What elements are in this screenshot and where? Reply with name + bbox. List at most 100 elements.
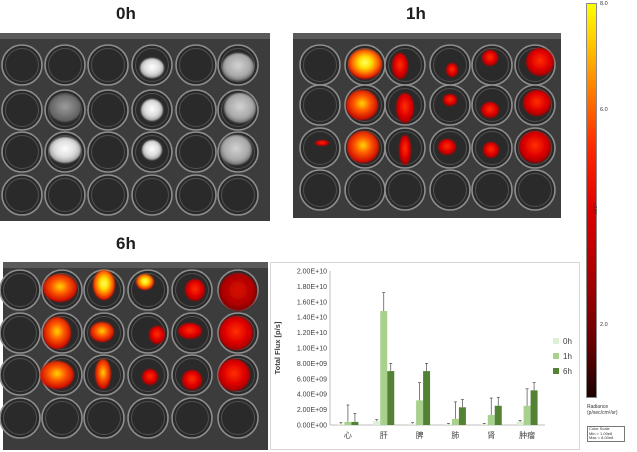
well-inner-ring bbox=[303, 173, 337, 207]
plate-lid-edge bbox=[3, 262, 268, 268]
well bbox=[299, 127, 341, 169]
well-inner-ring bbox=[91, 178, 125, 212]
plate-lid-edge bbox=[0, 33, 270, 39]
organ-signal bbox=[40, 361, 74, 389]
well-inner-ring bbox=[433, 88, 467, 122]
bar-1h-c5 bbox=[523, 405, 531, 425]
organ-signal bbox=[348, 49, 382, 79]
well bbox=[344, 169, 386, 211]
colorbar-label-low: 2.0 bbox=[600, 322, 608, 328]
color-scale-box: Color Scale Min = 1.00e8 Max = 8.00e8 bbox=[587, 426, 625, 442]
well-inner-ring bbox=[175, 273, 209, 307]
plate-0h bbox=[0, 33, 270, 221]
organ-signal bbox=[443, 94, 457, 106]
well bbox=[1, 89, 43, 131]
organ-signal bbox=[43, 274, 77, 302]
well-inner-ring bbox=[179, 135, 213, 169]
well bbox=[0, 269, 41, 311]
color-scale-title: Color Scale bbox=[589, 426, 610, 431]
organ-signal bbox=[523, 90, 551, 116]
well-inner-ring bbox=[135, 93, 169, 127]
legend-label-0h: 0h bbox=[563, 337, 572, 346]
well bbox=[175, 44, 217, 86]
legend-swatch-6h bbox=[553, 368, 559, 374]
well-inner-ring bbox=[221, 48, 255, 82]
y-tick-label: 1.40E+10 bbox=[297, 315, 327, 322]
legend-swatch-1h bbox=[553, 353, 559, 359]
x-category-label: 肾 bbox=[487, 431, 495, 440]
well-inner-ring bbox=[179, 93, 213, 127]
well-inner-ring bbox=[45, 401, 79, 435]
well-inner-ring bbox=[221, 401, 255, 435]
x-category-label: 肝 bbox=[380, 431, 388, 440]
well bbox=[175, 131, 217, 173]
well-inner-ring bbox=[303, 48, 337, 82]
well bbox=[171, 397, 213, 439]
organ-signal bbox=[482, 50, 498, 66]
well bbox=[87, 131, 129, 173]
colorbar bbox=[586, 3, 597, 398]
y-tick-label: 6.00E+09 bbox=[297, 376, 327, 383]
organ-signal bbox=[141, 99, 163, 121]
well-inner-ring bbox=[3, 273, 37, 307]
well bbox=[127, 397, 169, 439]
color-scale-max: Max = 8.00e8 bbox=[589, 435, 614, 441]
well-inner-ring bbox=[175, 401, 209, 435]
organ-signal bbox=[140, 58, 164, 78]
well-inner-ring bbox=[135, 135, 169, 169]
well bbox=[87, 174, 129, 216]
organ-signal bbox=[219, 273, 257, 311]
well bbox=[175, 89, 217, 131]
well-inner-ring bbox=[518, 173, 552, 207]
bar-6h-c5 bbox=[530, 390, 538, 425]
well bbox=[83, 397, 125, 439]
well bbox=[217, 174, 259, 216]
organ-signal bbox=[182, 370, 202, 390]
organ-signal bbox=[149, 326, 165, 344]
organ-signal bbox=[142, 140, 162, 160]
bar-chart-svg: 0.00E+00 2.00E+09 4.00E+09 6.00E+09 8.00E+09… bbox=[273, 269, 572, 441]
plate-lid-edge bbox=[293, 33, 561, 39]
well-inner-ring bbox=[131, 273, 165, 307]
well-inner-ring bbox=[5, 48, 39, 82]
bar-chart: 0.00E+00 2.00E+09 4.00E+09 6.00E+09 8.00E+09… bbox=[270, 262, 580, 450]
well bbox=[0, 354, 41, 396]
well-inner-ring bbox=[5, 93, 39, 127]
y-tick-label: 1.80E+10 bbox=[297, 284, 327, 291]
color-scale-min: Min = 1.00e8 bbox=[589, 430, 613, 436]
organ-signal bbox=[519, 131, 551, 163]
y-tick-label: 1.00E+10 bbox=[297, 346, 327, 353]
well-inner-ring bbox=[388, 173, 422, 207]
bar-1h-c4 bbox=[487, 414, 495, 425]
organ-signal bbox=[43, 317, 71, 349]
bar-1h-c3 bbox=[451, 418, 459, 425]
well bbox=[1, 44, 43, 86]
well bbox=[299, 169, 341, 211]
well bbox=[131, 174, 173, 216]
bar-6h-c2 bbox=[423, 371, 431, 425]
plate-6h bbox=[0, 262, 268, 450]
well-inner-ring bbox=[303, 131, 337, 165]
well bbox=[44, 174, 86, 216]
well-inner-ring bbox=[433, 131, 467, 165]
well-inner-ring bbox=[175, 358, 209, 392]
well bbox=[44, 44, 86, 86]
bar-1h-c1 bbox=[380, 311, 388, 425]
well bbox=[0, 397, 41, 439]
colorbar-unit: (p/sec/cm²/sr) bbox=[587, 410, 618, 416]
well-inner-ring bbox=[91, 93, 125, 127]
well-inner-ring bbox=[175, 316, 209, 350]
well-inner-ring bbox=[303, 88, 337, 122]
well-inner-ring bbox=[135, 48, 169, 82]
bar-0h-c1 bbox=[373, 421, 381, 425]
well-inner-ring bbox=[87, 401, 121, 435]
organ-signal bbox=[95, 359, 111, 389]
well-inner-ring bbox=[475, 48, 509, 82]
well-inner-ring bbox=[388, 48, 422, 82]
legend-label-6h: 6h bbox=[563, 367, 572, 376]
well-inner-ring bbox=[5, 178, 39, 212]
well-inner-ring bbox=[475, 173, 509, 207]
well-inner-ring bbox=[475, 131, 509, 165]
organ-signal bbox=[220, 135, 252, 165]
